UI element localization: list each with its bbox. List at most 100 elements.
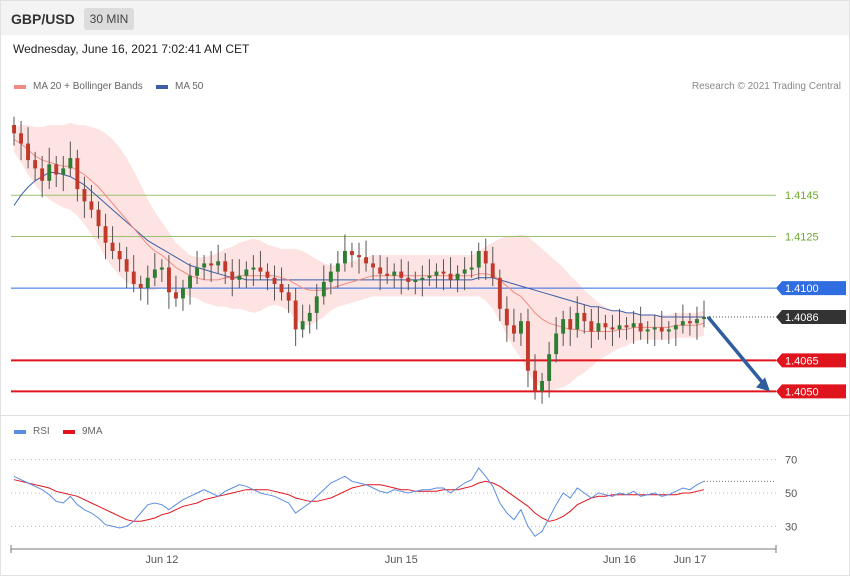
candle-body bbox=[131, 271, 136, 284]
x-tick-label: Jun 12 bbox=[145, 554, 178, 566]
candle-body bbox=[251, 267, 256, 270]
candle-body bbox=[469, 267, 474, 270]
candle-body bbox=[12, 125, 16, 134]
candle-body bbox=[695, 319, 699, 324]
candle-body bbox=[603, 323, 608, 328]
candle-body bbox=[512, 325, 516, 334]
candle-body bbox=[300, 321, 305, 330]
candle-body bbox=[350, 251, 354, 256]
candle-body bbox=[420, 277, 425, 280]
level-label-1.4100: 1.4100 bbox=[785, 283, 819, 295]
candle-body bbox=[702, 317, 706, 320]
candle-body bbox=[561, 319, 566, 334]
candle-body bbox=[40, 168, 45, 181]
candle-body bbox=[688, 321, 692, 324]
candle-body bbox=[533, 370, 537, 392]
candle-body bbox=[582, 312, 587, 322]
price-legend-ma50: MA 50 bbox=[156, 81, 203, 92]
level-label-1.4065: 1.4065 bbox=[785, 355, 819, 367]
candle-body bbox=[181, 288, 185, 299]
candle-body bbox=[673, 325, 678, 330]
candle-body bbox=[279, 284, 284, 293]
rsi-legend-label: RSI bbox=[33, 426, 50, 437]
candle-body bbox=[96, 209, 101, 227]
candle-body bbox=[258, 267, 263, 272]
candle-body bbox=[575, 312, 580, 330]
candle-body bbox=[174, 292, 178, 299]
candle-body bbox=[314, 296, 319, 313]
candle-body bbox=[399, 271, 404, 278]
candle-body bbox=[188, 275, 192, 289]
candle-body bbox=[624, 325, 629, 328]
candle-body bbox=[540, 381, 544, 392]
rsi-ma-swatch bbox=[63, 429, 75, 434]
panel-divider bbox=[1, 415, 849, 416]
candle-body bbox=[547, 354, 552, 381]
candle-body bbox=[589, 321, 594, 332]
candle-body bbox=[335, 263, 340, 272]
candle-body bbox=[307, 312, 312, 322]
level-label-1.4145: 1.4145 bbox=[785, 190, 819, 202]
candle-body bbox=[483, 251, 488, 264]
candle-body bbox=[19, 133, 23, 144]
header-bar: GBP/USD 30 MIN bbox=[1, 1, 849, 35]
candle-body bbox=[124, 259, 129, 272]
candle-body bbox=[321, 281, 326, 297]
candle-body bbox=[138, 284, 143, 289]
rsi-legend-9ma: 9MA bbox=[63, 426, 103, 437]
candle-body bbox=[223, 261, 228, 272]
candle-body bbox=[392, 271, 397, 276]
level-label-1.4050: 1.4050 bbox=[785, 386, 819, 398]
candle-body bbox=[364, 257, 368, 264]
candle-body bbox=[286, 292, 291, 301]
candle-body bbox=[441, 271, 446, 274]
level-tag-1.4050 bbox=[776, 384, 846, 399]
x-tick-label: Jun 17 bbox=[673, 554, 706, 566]
rsi-swatch bbox=[14, 429, 26, 434]
candle-body bbox=[448, 273, 453, 280]
candle-body bbox=[293, 300, 298, 330]
ma20-line bbox=[13, 139, 705, 332]
candle-body bbox=[237, 275, 242, 280]
candle-body bbox=[631, 323, 636, 328]
candle-body bbox=[202, 263, 207, 268]
ma20-swatch bbox=[14, 84, 26, 89]
candle-body bbox=[610, 327, 615, 330]
candle-body bbox=[265, 271, 270, 278]
candle-body bbox=[554, 333, 559, 355]
candle-body bbox=[145, 277, 150, 289]
research-credit: Research © 2021 Trading Central bbox=[691, 81, 841, 92]
candle-body bbox=[47, 164, 52, 181]
rsi-tick-50: 50 bbox=[785, 488, 797, 500]
candle-body bbox=[455, 273, 460, 280]
candle-body bbox=[568, 319, 573, 330]
candle-body bbox=[476, 251, 481, 268]
rsi-line bbox=[13, 467, 705, 537]
candle-body bbox=[159, 267, 164, 270]
candle-body bbox=[110, 242, 115, 251]
candle-body bbox=[680, 321, 685, 326]
timeframe-badge[interactable]: 30 MIN bbox=[84, 8, 134, 30]
candle-body bbox=[33, 160, 38, 169]
candle-body bbox=[378, 267, 383, 274]
candle-body bbox=[434, 271, 439, 276]
candle-body bbox=[504, 308, 509, 326]
rsi-tick-70: 70 bbox=[785, 455, 797, 467]
candle-body bbox=[195, 267, 199, 276]
rsi-ma-legend-label: 9MA bbox=[82, 426, 103, 437]
level-tag-1.4100 bbox=[776, 281, 846, 296]
candle-body bbox=[638, 323, 643, 332]
level-label-1.4086: 1.4086 bbox=[785, 312, 819, 324]
candle-body bbox=[61, 168, 66, 175]
candle-body bbox=[497, 277, 502, 309]
candle-body bbox=[652, 327, 657, 330]
candle-body bbox=[167, 267, 171, 293]
bollinger-band-area bbox=[14, 123, 704, 392]
candle-body bbox=[244, 269, 249, 276]
candle-body bbox=[526, 321, 530, 371]
candle-body bbox=[328, 271, 333, 282]
candle-body bbox=[385, 273, 390, 276]
candle-body bbox=[519, 321, 523, 334]
forecast-arrow-head bbox=[756, 377, 770, 392]
